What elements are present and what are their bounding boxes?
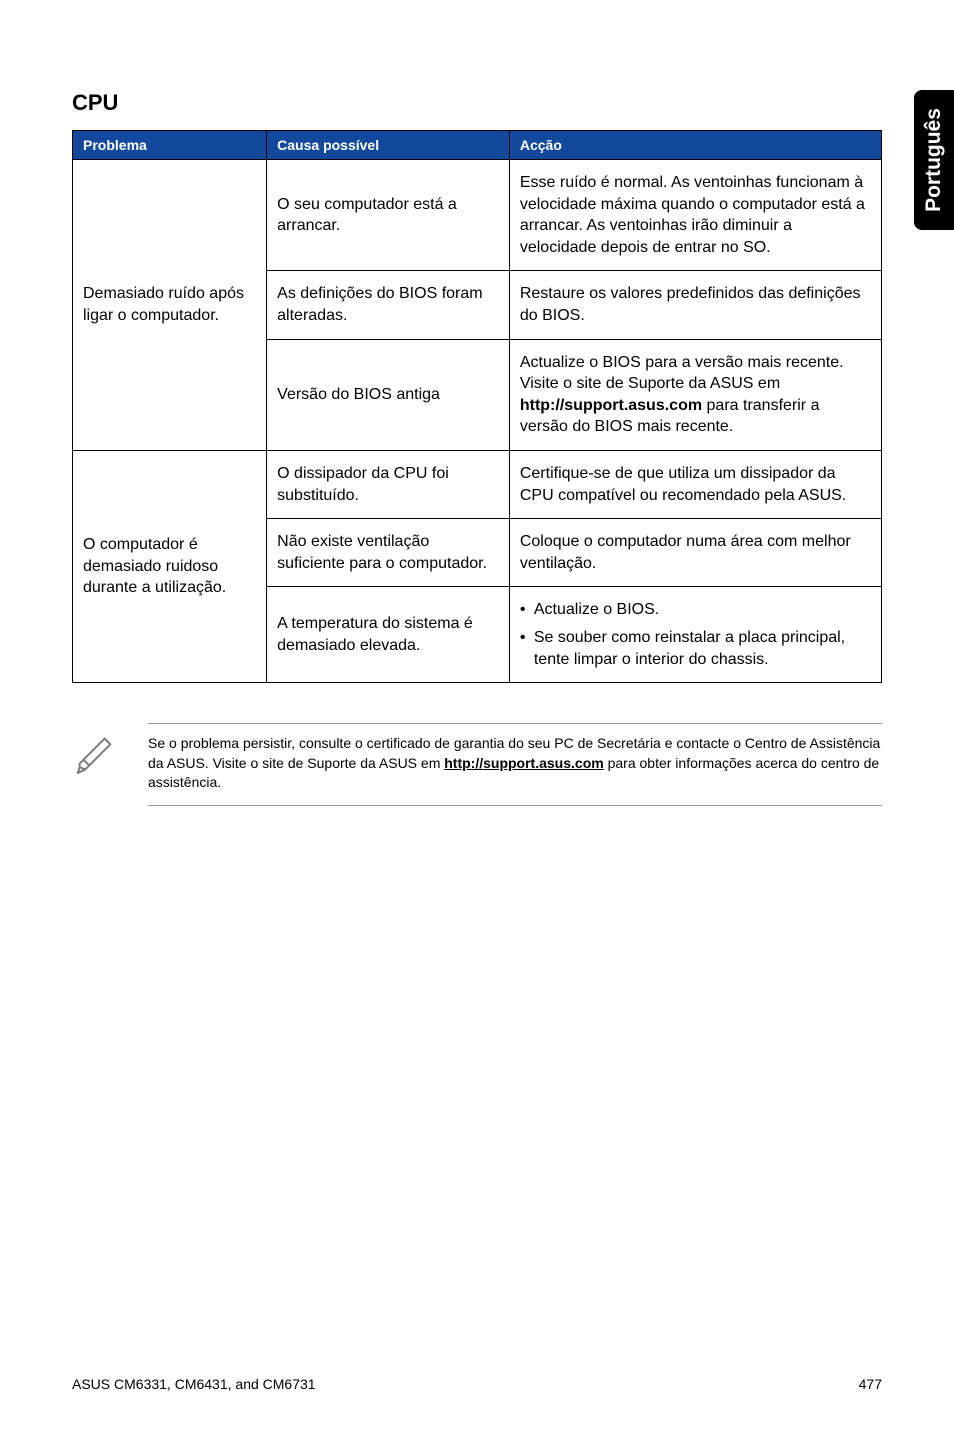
accao-bullets: Actualize o BIOS. Se souber como reinsta…	[520, 599, 871, 670]
cell-accao: Certifique-se de que utiliza um dissipad…	[509, 450, 881, 518]
cell-accao: Actualize o BIOS. Se souber como reinsta…	[509, 587, 881, 683]
cell-accao: Coloque o computador numa área com melho…	[509, 519, 881, 587]
cell-causa: Não existe ventilação suficiente para o …	[267, 519, 510, 587]
th-problema: Problema	[73, 131, 267, 160]
table-row: Demasiado ruído após ligar o computador.…	[73, 160, 882, 271]
cell-problema: Demasiado ruído após ligar o computador.	[73, 160, 267, 451]
cell-causa: A temperatura do sistema é demasiado ele…	[267, 587, 510, 683]
cell-accao: Restaure os valores predefinidos das def…	[509, 271, 881, 339]
list-item: Se souber como reinstalar a placa princi…	[520, 627, 871, 670]
footer-left: ASUS CM6331, CM6431, and CM6731	[72, 1376, 316, 1392]
cell-accao: Actualize o BIOS para a versão mais rece…	[509, 339, 881, 450]
cell-causa: As definições do BIOS foram alteradas.	[267, 271, 510, 339]
pencil-icon	[72, 723, 118, 780]
side-language-label: Português	[922, 108, 946, 212]
cell-problema: O computador é demasiado ruidoso durante…	[73, 450, 267, 682]
accao-bold-url: http://support.asus.com	[520, 397, 702, 414]
note-block: Se o problema persistir, consulte o cert…	[72, 723, 882, 806]
page-footer: ASUS CM6331, CM6431, and CM6731 477	[72, 1376, 882, 1392]
list-item: Actualize o BIOS.	[520, 599, 871, 621]
footer-page-number: 477	[859, 1376, 882, 1392]
th-causa: Causa possível	[267, 131, 510, 160]
cell-accao: Esse ruído é normal. As ventoinhas funci…	[509, 160, 881, 271]
cell-causa: O seu computador está a arrancar.	[267, 160, 510, 271]
side-language-tab: Português	[914, 90, 954, 230]
table-row: O computador é demasiado ruidoso durante…	[73, 450, 882, 518]
note-link[interactable]: http://support.asus.com	[444, 755, 603, 771]
accao-prefix: Actualize o BIOS para a versão mais rece…	[520, 354, 844, 393]
cell-causa: Versão do BIOS antiga	[267, 339, 510, 450]
note-text: Se o problema persistir, consulte o cert…	[148, 723, 882, 806]
th-accao: Acção	[509, 131, 881, 160]
troubleshoot-table: Problema Causa possível Acção Demasiado …	[72, 130, 882, 683]
cell-causa: O dissipador da CPU foi substituído.	[267, 450, 510, 518]
section-title-cpu: CPU	[72, 90, 882, 116]
